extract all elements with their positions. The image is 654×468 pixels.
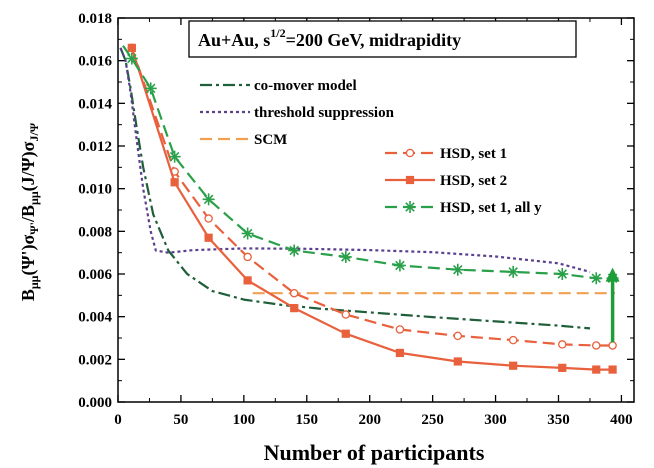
y-tick-label: 0.012 (78, 139, 112, 155)
data-point (244, 253, 251, 260)
data-point (394, 259, 406, 271)
data-point (406, 149, 413, 156)
data-point (291, 305, 298, 312)
x-tick-label: 0 (114, 412, 122, 428)
legend-entry: HSD, set 1, all y (385, 200, 542, 216)
y-tick-label: 0.006 (78, 267, 112, 283)
legend-label: SCM (254, 132, 287, 148)
x-tick-labels: 0 50 100 150 200 250 300 350 400 (114, 412, 632, 428)
data-point (510, 362, 517, 369)
x-axis-title: Number of participants (264, 440, 485, 465)
data-point (590, 272, 602, 284)
legend-entry: threshold suppression (200, 105, 395, 121)
data-point (396, 326, 403, 333)
chart-title-box: Au+Au, s1/2=200 GeV, midrapidity (189, 21, 576, 57)
data-point (203, 193, 215, 205)
data-point (454, 332, 461, 339)
data-point (609, 342, 616, 349)
x-tick-label: 350 (547, 412, 570, 428)
data-point (291, 290, 298, 297)
data-point (340, 251, 352, 263)
data-point (342, 311, 349, 318)
legend-label: co-mover model (254, 78, 357, 94)
x-tick-label: 50 (173, 412, 188, 428)
y-tick-label: 0.008 (78, 224, 112, 240)
legend-entry: HSD, set 2 (385, 173, 507, 189)
data-point (406, 176, 413, 183)
legend-entry: co-mover model (200, 78, 357, 94)
arrow-head (606, 268, 620, 282)
series-line (123, 46, 613, 279)
data-point (556, 268, 568, 280)
data-point (145, 82, 157, 94)
legend-label: HSD, set 1 (440, 146, 507, 162)
data-point (171, 179, 178, 186)
data-point (205, 215, 212, 222)
data-point (507, 266, 519, 278)
y-tick-labels: 0.000 0.002 0.004 0.006 0.008 0.010 0.012 0.014… (78, 11, 112, 411)
legend-label: threshold suppression (254, 105, 395, 121)
data-point (609, 366, 616, 373)
x-tick-label: 150 (296, 412, 319, 428)
y-tick-label: 0.016 (78, 54, 112, 70)
data-point (452, 264, 464, 276)
series-line (132, 48, 613, 346)
legend-label: HSD, set 1, all y (440, 200, 542, 216)
x-tick-label: 100 (233, 412, 256, 428)
data-point (510, 337, 517, 344)
data-point (404, 201, 416, 213)
y-tick-label: 0.000 (78, 395, 112, 411)
x-tick-label: 200 (358, 412, 381, 428)
legend-entry: HSD, set 1 (385, 146, 507, 162)
series-5 (123, 46, 619, 285)
data-point (244, 277, 251, 284)
legend-label: HSD, set 2 (440, 173, 507, 189)
data-point (205, 234, 212, 241)
data-point (593, 342, 600, 349)
data-point (559, 341, 566, 348)
data-point (242, 227, 254, 239)
legend: co-mover model threshold suppression SCM HS… (200, 78, 542, 216)
y-tick-label: 0.014 (78, 96, 112, 112)
y-tick-label: 0.018 (78, 11, 112, 27)
data-point (342, 330, 349, 337)
annotation-layer (606, 268, 620, 343)
y-axis-title: Bμμ(Ψ')σΨ'/Bμμ(J/Ψ)σJ/Ψ (18, 122, 41, 301)
data-point (454, 358, 461, 365)
chart-title: Au+Au, s1/2=200 GeV, midrapidity (198, 26, 461, 50)
x-tick-label: 300 (484, 412, 507, 428)
data-point (126, 53, 138, 65)
x-tick-label: 400 (610, 412, 633, 428)
data-point (593, 366, 600, 373)
legend-entry: SCM (200, 132, 287, 148)
y-tick-label: 0.002 (78, 352, 112, 368)
data-point (169, 151, 181, 163)
x-tick-label: 250 (421, 412, 444, 428)
y-tick-label: 0.004 (78, 310, 112, 326)
data-point (288, 245, 300, 257)
series-layer (121, 44, 619, 373)
data-point (396, 349, 403, 356)
series-3 (128, 44, 616, 349)
y-tick-label: 0.010 (78, 182, 112, 198)
data-point (128, 44, 135, 51)
data-point (559, 364, 566, 371)
